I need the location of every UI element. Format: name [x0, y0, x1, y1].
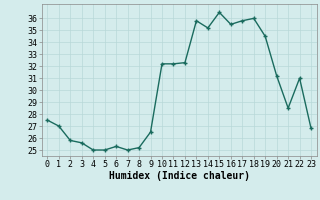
X-axis label: Humidex (Indice chaleur): Humidex (Indice chaleur): [109, 171, 250, 181]
